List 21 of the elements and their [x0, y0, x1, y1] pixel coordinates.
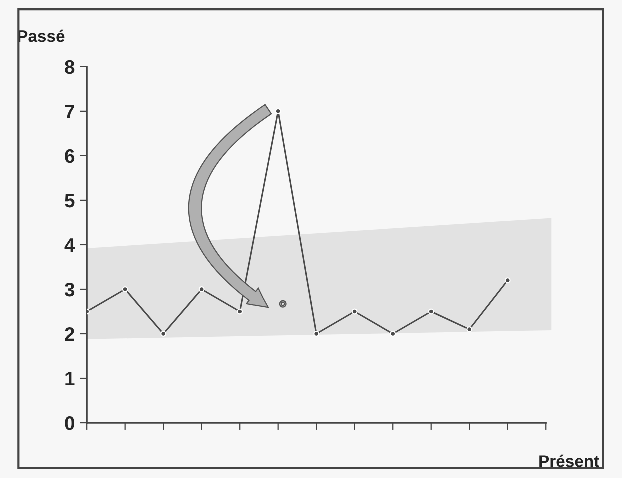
- y-tick-label: 5: [65, 194, 75, 208]
- point: [198, 286, 205, 292]
- point: [352, 308, 358, 315]
- point: [122, 286, 128, 292]
- y-tick-label: 4: [64, 238, 76, 252]
- point: [390, 331, 396, 337]
- point: [160, 331, 167, 337]
- point: [428, 308, 434, 315]
- point: [275, 108, 282, 114]
- y-tick-label: 6: [65, 149, 75, 164]
- x-axis-title: Présent: [540, 454, 600, 468]
- point: [237, 308, 244, 315]
- y-tick-label: 8: [65, 60, 75, 74]
- point: [466, 326, 473, 332]
- y-tick-label: 3: [64, 282, 75, 297]
- y-tick-label: 7: [65, 105, 74, 118]
- y-tick-label: 1: [66, 372, 75, 386]
- y-tick-label: 2: [65, 327, 74, 342]
- y-tick-label: 0: [65, 416, 74, 430]
- point: [314, 331, 320, 337]
- point: [504, 278, 511, 284]
